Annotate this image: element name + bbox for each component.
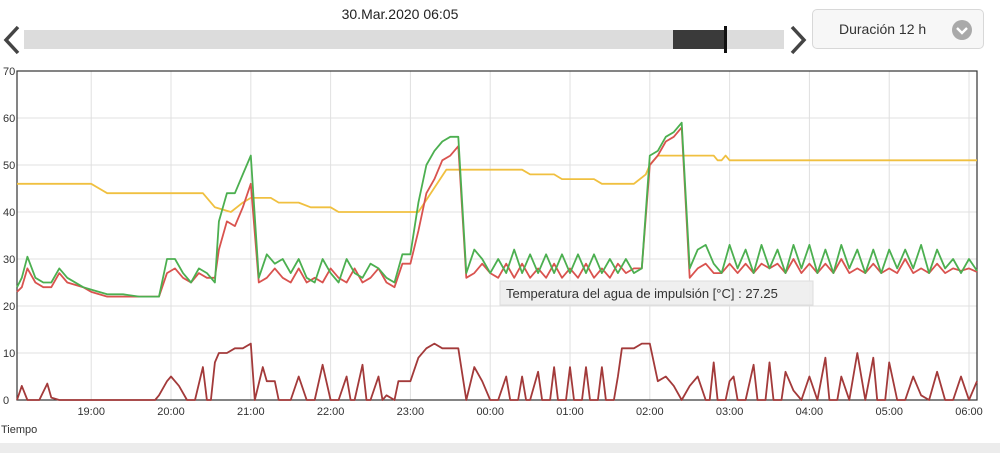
y-tick-label: 20 bbox=[3, 301, 15, 313]
series-line-2 bbox=[16, 126, 978, 298]
series-line-3 bbox=[16, 121, 978, 298]
x-tick-label: 01:00 bbox=[556, 406, 584, 418]
timeline-track[interactable] bbox=[24, 26, 784, 53]
tooltip-text: Temperatura del agua de impulsión [°C] :… bbox=[506, 286, 778, 301]
series-line-1 bbox=[17, 154, 977, 213]
next-button[interactable] bbox=[787, 22, 809, 58]
date-label: 30.Mar.2020 06:05 bbox=[341, 6, 459, 22]
duration-select[interactable]: Duración 12 h bbox=[812, 9, 984, 49]
x-tick-label: 20:00 bbox=[157, 406, 185, 418]
y-tick-label: 60 bbox=[3, 113, 15, 125]
y-tick-label: 30 bbox=[3, 254, 15, 266]
series-line-4 bbox=[16, 342, 978, 401]
x-tick-label: 00:00 bbox=[476, 406, 504, 418]
x-tick-label: 23:00 bbox=[397, 406, 425, 418]
y-tick-label: 50 bbox=[3, 160, 15, 172]
chevron-left-icon bbox=[3, 25, 20, 55]
prev-button[interactable] bbox=[1, 22, 23, 58]
x-tick-label: 21:00 bbox=[237, 406, 265, 418]
x-tick-label: 19:00 bbox=[77, 406, 105, 418]
y-tick-label: 70 bbox=[3, 66, 15, 78]
chevron-right-icon bbox=[790, 25, 807, 55]
footer-bar bbox=[0, 443, 1000, 453]
x-tick-label: 22:00 bbox=[317, 406, 345, 418]
timeline-handle[interactable] bbox=[724, 26, 727, 53]
y-tick-label: 40 bbox=[3, 207, 15, 219]
duration-label: Duración 12 h bbox=[839, 21, 927, 37]
x-axis-label: Tiempo bbox=[1, 424, 37, 436]
tooltip-box bbox=[499, 280, 814, 306]
chevron-down-icon bbox=[952, 20, 972, 40]
x-tick-label: 06:00 bbox=[955, 406, 983, 418]
x-tick-label: 04:00 bbox=[796, 406, 824, 418]
x-tick-label: 03:00 bbox=[716, 406, 744, 418]
x-tick-label: 02:00 bbox=[636, 406, 664, 418]
y-tick-label: 0 bbox=[3, 395, 9, 407]
timeline-window[interactable] bbox=[673, 30, 725, 49]
y-tick-label: 10 bbox=[3, 348, 15, 360]
plot-frame bbox=[16, 70, 978, 401]
x-tick-label: 05:00 bbox=[875, 406, 903, 418]
chart: 0 10 20 30 40 50 60 70 19:00 20:00 21:00 22:00 23:00… bbox=[1, 66, 983, 436]
